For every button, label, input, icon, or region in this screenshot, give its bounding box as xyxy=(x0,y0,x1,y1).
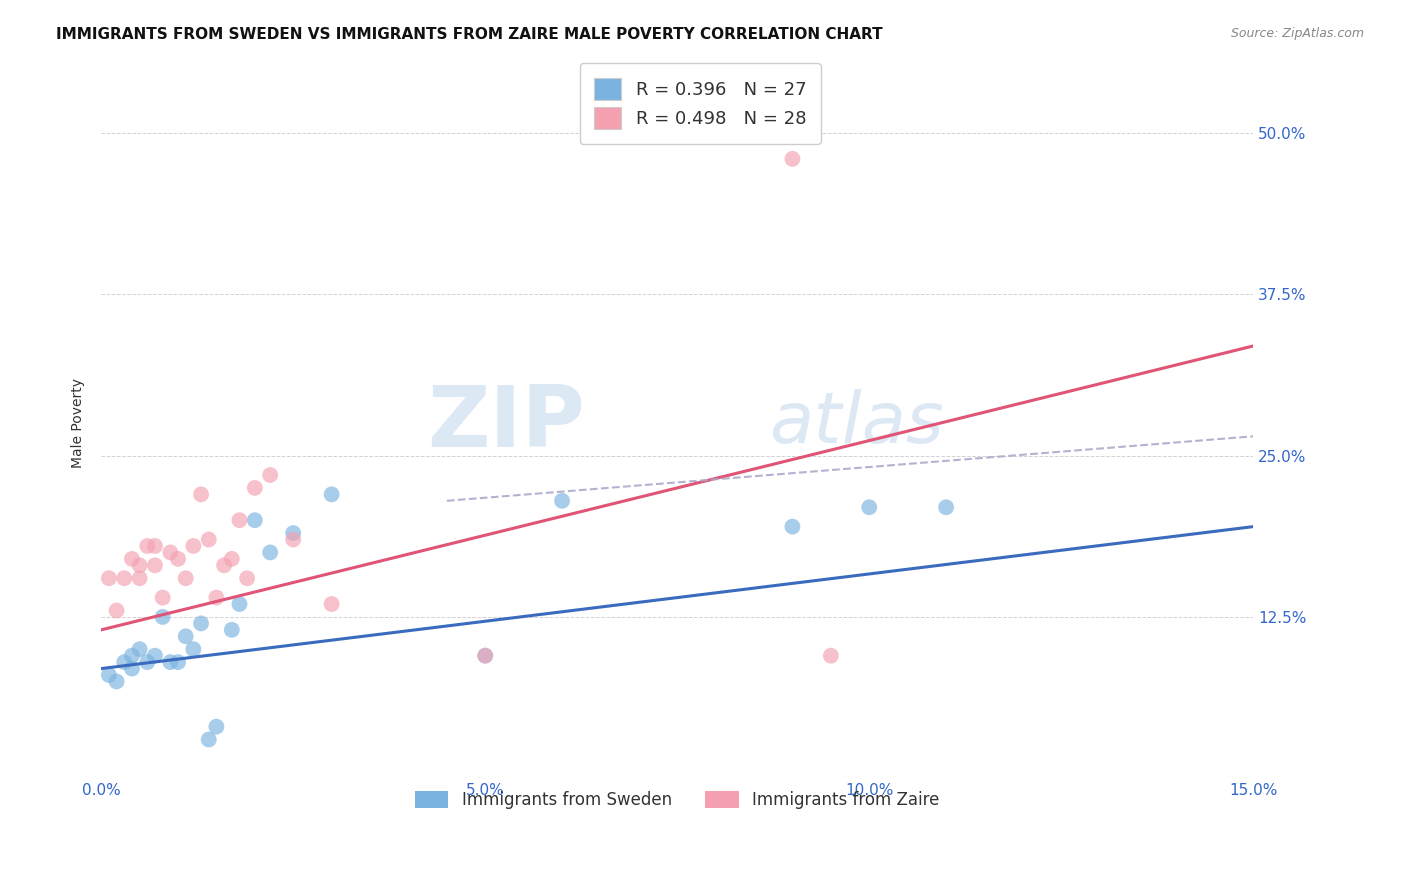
Text: Source: ZipAtlas.com: Source: ZipAtlas.com xyxy=(1230,27,1364,40)
Point xyxy=(190,487,212,501)
Point xyxy=(183,642,205,657)
Point xyxy=(474,648,496,663)
Point xyxy=(167,655,190,669)
Text: atlas: atlas xyxy=(769,389,943,458)
Point xyxy=(105,603,128,617)
Y-axis label: Male Poverty: Male Poverty xyxy=(72,378,86,468)
Point xyxy=(935,500,957,515)
Text: ZIP: ZIP xyxy=(427,382,585,465)
Point xyxy=(112,571,135,585)
Point xyxy=(782,152,804,166)
Point xyxy=(212,558,235,573)
Point xyxy=(159,545,181,559)
Point xyxy=(128,642,150,657)
Point xyxy=(105,674,128,689)
Point xyxy=(236,571,259,585)
Point xyxy=(283,533,305,547)
Point xyxy=(136,539,159,553)
Text: IMMIGRANTS FROM SWEDEN VS IMMIGRANTS FROM ZAIRE MALE POVERTY CORRELATION CHART: IMMIGRANTS FROM SWEDEN VS IMMIGRANTS FRO… xyxy=(56,27,883,42)
Point xyxy=(143,558,166,573)
Point xyxy=(159,655,181,669)
Point xyxy=(97,668,120,682)
Point xyxy=(321,597,343,611)
Point xyxy=(283,526,305,541)
Point xyxy=(167,552,190,566)
Point xyxy=(221,552,243,566)
Point xyxy=(243,481,266,495)
Point xyxy=(228,513,250,527)
Point xyxy=(474,648,496,663)
Point xyxy=(174,571,197,585)
Point xyxy=(228,597,250,611)
Point xyxy=(197,732,219,747)
Point xyxy=(143,539,166,553)
Point xyxy=(205,591,228,605)
Point xyxy=(243,513,266,527)
Point xyxy=(136,655,159,669)
Point xyxy=(143,648,166,663)
Point xyxy=(259,468,281,483)
Point xyxy=(128,558,150,573)
Point xyxy=(221,623,243,637)
Point xyxy=(551,493,574,508)
Point xyxy=(321,487,343,501)
Point xyxy=(152,591,174,605)
Point xyxy=(174,629,197,643)
Point xyxy=(183,539,205,553)
Point xyxy=(820,648,842,663)
Point xyxy=(112,655,135,669)
Point xyxy=(128,571,150,585)
Point xyxy=(205,720,228,734)
Point xyxy=(121,662,143,676)
Legend: Immigrants from Sweden, Immigrants from Zaire: Immigrants from Sweden, Immigrants from … xyxy=(409,785,946,816)
Point xyxy=(190,616,212,631)
Point xyxy=(97,571,120,585)
Point xyxy=(152,610,174,624)
Point xyxy=(121,648,143,663)
Point xyxy=(858,500,880,515)
Point xyxy=(259,545,281,559)
Point xyxy=(782,519,804,533)
Point xyxy=(121,552,143,566)
Point xyxy=(197,533,219,547)
